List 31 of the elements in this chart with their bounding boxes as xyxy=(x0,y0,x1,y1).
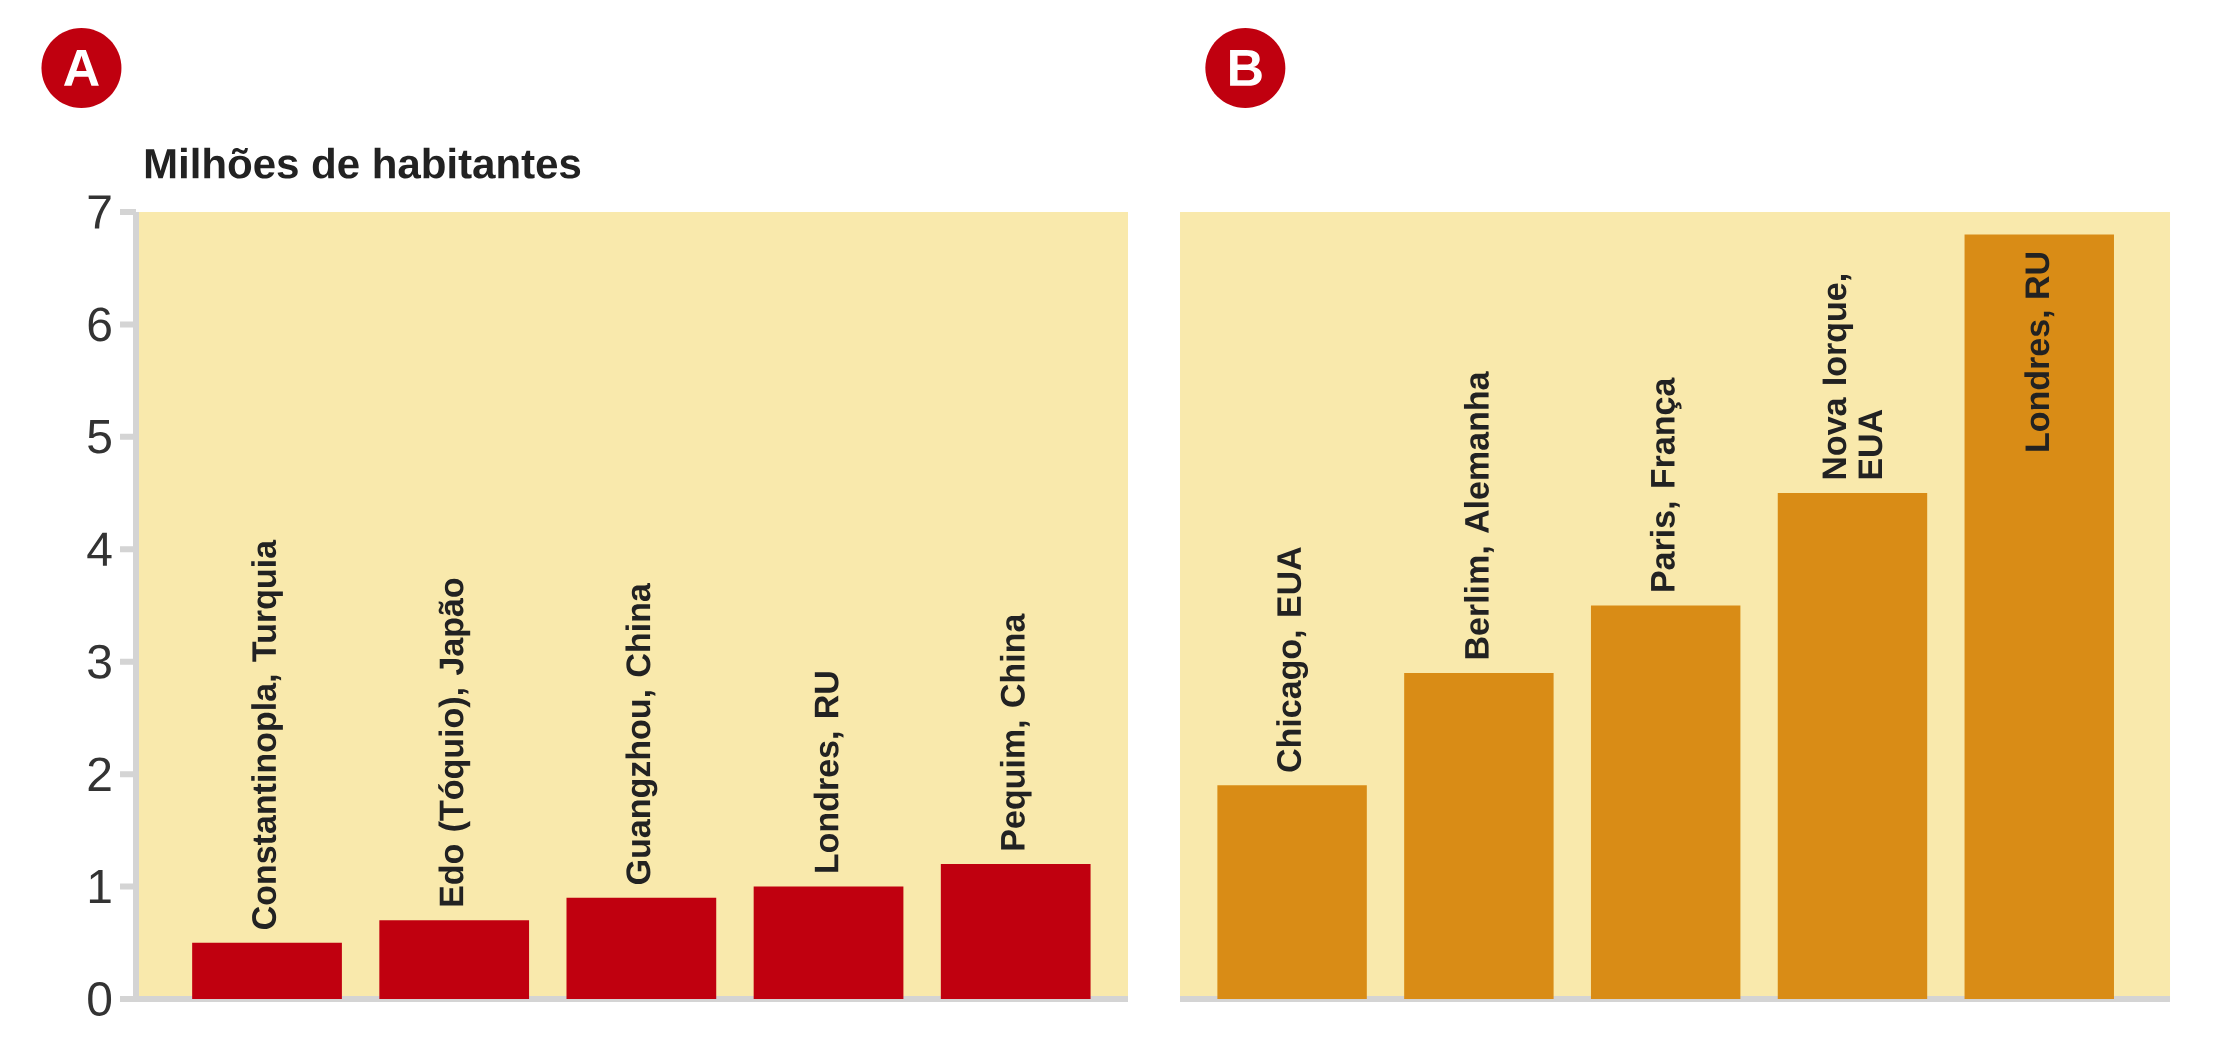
x-tick-label: Pequim, China xyxy=(999,613,1032,850)
y-tick-label: 3 xyxy=(88,644,111,679)
bar xyxy=(940,864,1091,999)
chart-title: B xyxy=(1230,50,1262,86)
y-tick-label: 2 xyxy=(88,757,111,791)
x-tick-label: Berlim, Alemanha xyxy=(1463,371,1494,659)
bar xyxy=(566,897,717,999)
x-tick-label: Londres, RU xyxy=(2024,252,2055,451)
x-tick-label: Nova Iorque, EUA xyxy=(1822,275,1883,479)
bar xyxy=(753,886,904,999)
y-tick-label: 5 xyxy=(88,420,111,454)
x-tick-label: Chicago, EUA xyxy=(1276,547,1309,772)
y-tick-label: 6 xyxy=(88,307,111,342)
x-tick-label: Londres, RU xyxy=(813,672,844,872)
y-tick-label: 7 xyxy=(88,195,111,229)
y-axis-title: Milhões de habitantes xyxy=(145,147,581,179)
bar xyxy=(379,920,530,999)
bar xyxy=(1404,672,1554,999)
y-tick-label: 1 xyxy=(89,870,111,904)
x-tick-label: Constantinopla, Turquia xyxy=(251,539,283,929)
bar xyxy=(1964,234,2114,999)
y-tick-label: 4 xyxy=(87,532,112,566)
bar xyxy=(1777,493,1928,999)
bar xyxy=(1217,785,1367,999)
bar xyxy=(1590,605,1741,999)
y-tick-label: 0 xyxy=(88,982,112,1016)
bar xyxy=(192,942,342,999)
chart-title: A xyxy=(63,50,99,86)
x-tick-label: Paris, França xyxy=(1649,377,1682,591)
x-tick-label: Guangzhou, China xyxy=(625,582,658,885)
x-tick-label: Edo (Tóquio), Japão xyxy=(438,578,471,906)
